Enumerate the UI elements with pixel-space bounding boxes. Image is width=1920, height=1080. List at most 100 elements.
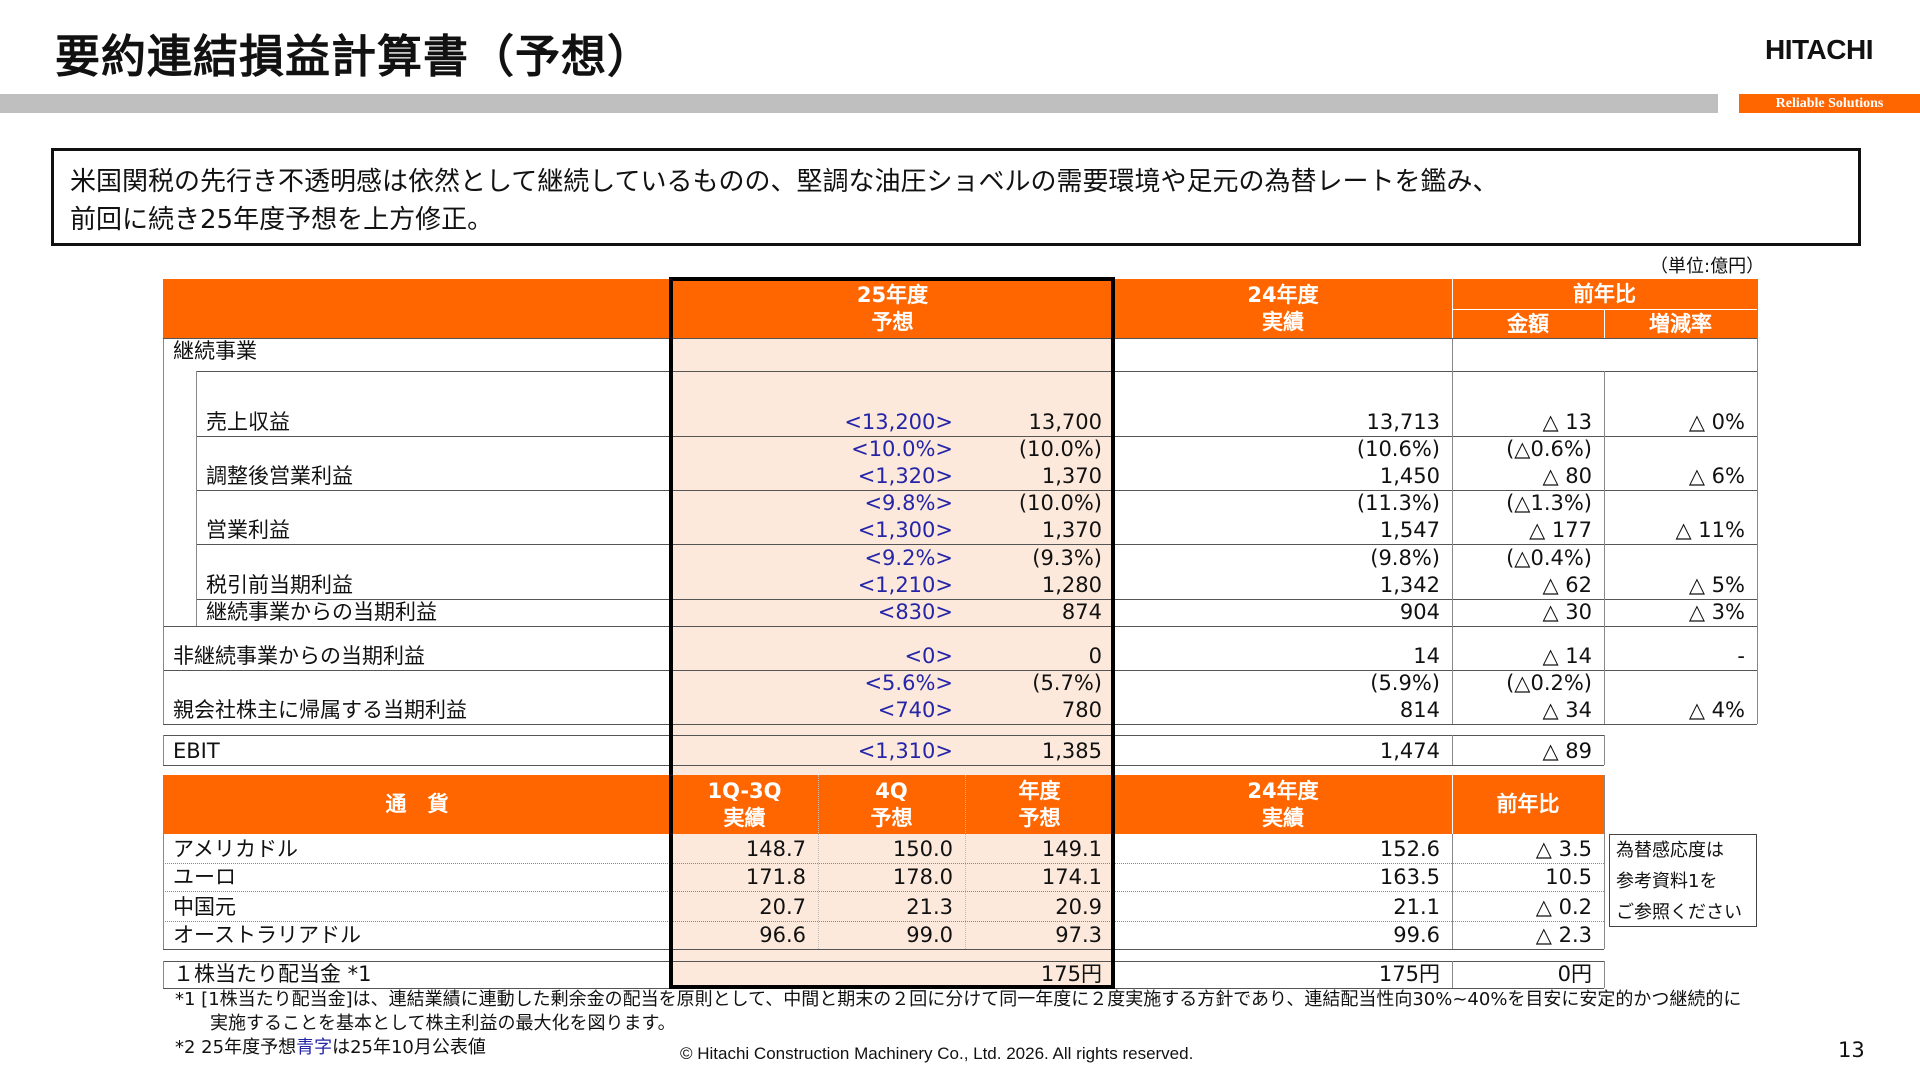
pl-yoy-amount: (△0.4%) △ 62 bbox=[1452, 544, 1604, 599]
pl-previous-forecast-line: <9.8%> bbox=[864, 491, 953, 515]
fx-currency-label-line: ユーロ bbox=[173, 865, 236, 889]
pl-fy24-actual-line: (10.6%) bbox=[1356, 437, 1440, 461]
row-divider-dotted bbox=[163, 921, 1604, 922]
fx-fy24-actual: 152.6 bbox=[1114, 834, 1452, 863]
fx-fy-forecast: 149.1 bbox=[965, 834, 1114, 863]
fx-fy24-actual-line: 163.5 bbox=[1379, 865, 1440, 889]
column-divider bbox=[1452, 834, 1453, 949]
header-fy25-forecast-line: 予想 bbox=[871, 309, 914, 334]
column-divider bbox=[1452, 735, 1453, 765]
fx-currency-label-line: 中国元 bbox=[173, 895, 236, 919]
pl-row-label: 非継続事業からの当期利益 bbox=[163, 626, 671, 670]
page-number: 13 bbox=[1838, 1038, 1865, 1062]
pl-forecast: 874 bbox=[965, 599, 1114, 626]
row-divider bbox=[196, 544, 1757, 545]
fx-1q3q-actual-line: 171.8 bbox=[745, 865, 806, 889]
pl-forecast-line: (10.0%) bbox=[1018, 491, 1102, 515]
pl-row-label-line: 税引前当期利益 bbox=[206, 573, 353, 597]
fx-1q3q-actual-line: 148.7 bbox=[745, 837, 806, 861]
fx-fy24-actual-line: 99.6 bbox=[1393, 923, 1440, 947]
pl-yoy-amount-line: (△0.4%) bbox=[1506, 546, 1592, 570]
pl-yoy-amount: (△0.2%) △ 34 bbox=[1452, 670, 1604, 724]
fx-fy24-actual-line: 21.1 bbox=[1393, 895, 1440, 919]
pl-forecast: (5.7%) 780 bbox=[965, 670, 1114, 724]
pl-fy24-actual-line: (5.9%) bbox=[1370, 671, 1440, 695]
fx-header-fy-line: 年度 bbox=[1018, 778, 1061, 803]
forecast-column-bg bbox=[671, 338, 1114, 988]
pl-previous-forecast-line: <1,210> bbox=[857, 573, 953, 597]
fx-1q3q-actual: 20.7 bbox=[671, 891, 818, 921]
header-yoy-line: 前年比 bbox=[1573, 281, 1636, 306]
pl-previous-forecast: <13,200> bbox=[788, 371, 965, 436]
header-fy25-forecast: 25年度 予想 bbox=[671, 279, 1114, 338]
header-fy24-actual-line: 実績 bbox=[1262, 309, 1304, 334]
pl-yoy-rate-line: △ 3% bbox=[1688, 600, 1745, 624]
ebit-yoy-amount-line: △ 89 bbox=[1542, 739, 1592, 763]
pl-yoy-amount: △ 14 bbox=[1452, 626, 1604, 670]
pl-row-label-line: 売上収益 bbox=[206, 410, 290, 434]
dividend-label-line: １株当たり配当金 *1 bbox=[173, 962, 372, 986]
pl-fy24-actual: (11.3%) 1,547 bbox=[1114, 490, 1452, 544]
pl-fy24-actual: 13,713 bbox=[1114, 371, 1452, 436]
pl-previous-forecast-line: <9.2%> bbox=[864, 546, 953, 570]
pl-yoy-amount-line: (△1.3%) bbox=[1506, 491, 1592, 515]
fx-currency-label: 中国元 bbox=[163, 891, 671, 921]
pl-row-label: 税引前当期利益 bbox=[196, 544, 671, 599]
forecast-highlight-box bbox=[669, 277, 1115, 989]
pl-yoy-amount-line: △ 62 bbox=[1542, 573, 1592, 597]
fx-fy-forecast: 97.3 bbox=[965, 921, 1114, 949]
pl-forecast-line: 0 bbox=[1088, 644, 1102, 668]
fx-fy-forecast: 20.9 bbox=[965, 891, 1114, 921]
fx-yoy: △ 2.3 bbox=[1452, 921, 1604, 949]
pl-previous-forecast: <5.6%> <740> bbox=[788, 670, 965, 724]
summary-line-2: 前回に続き25年度予想を上方修正。 bbox=[70, 205, 494, 235]
fx-header-fy: 年度 予想 bbox=[965, 775, 1114, 834]
fx-1q3q-actual: 96.6 bbox=[671, 921, 818, 949]
column-divider-dotted bbox=[965, 775, 966, 949]
fx-fy-forecast-line: 149.1 bbox=[1041, 837, 1102, 861]
pl-forecast-line: 1,370 bbox=[1041, 518, 1102, 542]
pl-fy24-actual-line: (9.8%) bbox=[1370, 546, 1440, 570]
header-divider-bar bbox=[0, 94, 1718, 113]
fx-fy24-actual-line: 152.6 bbox=[1379, 837, 1440, 861]
pl-row-label: 親会社株主に帰属する当期利益 bbox=[163, 670, 671, 724]
pl-fy24-actual-line: 14 bbox=[1413, 644, 1440, 668]
row-divider bbox=[196, 599, 1757, 600]
fx-fy-forecast-line: 97.3 bbox=[1055, 923, 1102, 947]
pl-row-label-line: 営業利益 bbox=[206, 518, 290, 542]
pl-row-label: 調整後営業利益 bbox=[196, 436, 671, 490]
ebit-forecast: 1,385 bbox=[965, 735, 1114, 765]
pl-row-label: 継続事業からの当期利益 bbox=[196, 599, 671, 626]
pl-forecast-line: 874 bbox=[1061, 600, 1102, 624]
header-divider bbox=[1452, 279, 1453, 338]
summary-message-box: 米国関税の先行き不透明感は依然として継続しているものの、堅調な油圧ショベルの需要… bbox=[51, 148, 1861, 246]
row-divider bbox=[163, 626, 1757, 627]
footnote-1-line-2: 実施することを基本として株主利益の最大化を図ります。 bbox=[210, 1013, 676, 1034]
pl-previous-forecast-line: <10.0%> bbox=[851, 437, 953, 461]
ebit-bottom-border bbox=[163, 765, 1604, 766]
column-divider bbox=[163, 735, 164, 765]
ebit-previous-forecast: <1,310> bbox=[788, 735, 965, 765]
dividend-forecast: 175円 bbox=[965, 961, 1114, 988]
dividend-top-border bbox=[163, 961, 1604, 962]
fx-fy-forecast-line: 174.1 bbox=[1041, 865, 1102, 889]
column-divider bbox=[163, 775, 164, 949]
pl-forecast: 13,700 bbox=[965, 371, 1114, 436]
row-divider bbox=[163, 670, 1757, 671]
pl-previous-forecast: <9.8%> <1,300> bbox=[788, 490, 965, 544]
header-divider bbox=[1604, 310, 1605, 338]
fx-yoy: △ 3.5 bbox=[1452, 834, 1604, 863]
pl-fy24-actual-line: 1,450 bbox=[1379, 464, 1440, 488]
fx-header-fy24-line: 24年度 bbox=[1247, 778, 1319, 803]
fx-bottom-border bbox=[163, 949, 1604, 950]
ebit-fy24-actual: 1,474 bbox=[1114, 735, 1452, 765]
fx-yoy-line: △ 0.2 bbox=[1535, 895, 1592, 919]
row-divider-dotted bbox=[163, 863, 1604, 864]
footnote-2-prefix: *2 25年度予想 bbox=[175, 1037, 297, 1058]
pl-previous-forecast-line: <13,200> bbox=[844, 410, 953, 434]
ebit-label-line: EBIT bbox=[173, 739, 220, 763]
fx-currency-label: ユーロ bbox=[163, 863, 671, 891]
fx-1q3q-actual-line: 96.6 bbox=[759, 923, 806, 947]
pl-fy24-actual-line: 1,342 bbox=[1379, 573, 1440, 597]
pl-forecast-line: 780 bbox=[1061, 698, 1102, 722]
